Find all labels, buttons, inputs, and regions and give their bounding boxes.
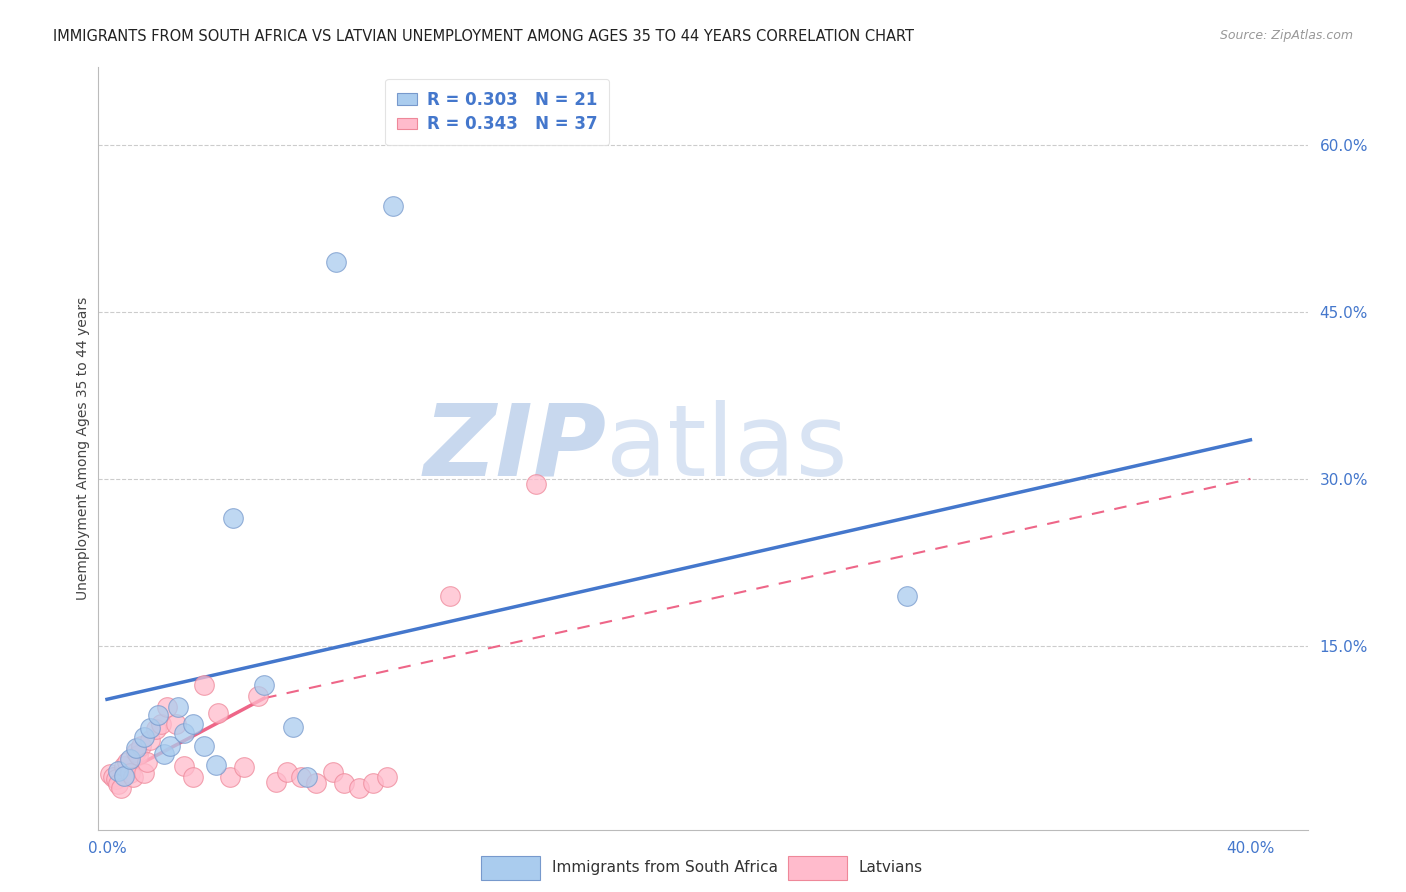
- Point: [173, 759, 195, 773]
- FancyBboxPatch shape: [481, 856, 540, 880]
- Point: [118, 765, 141, 780]
- Point: [104, 772, 127, 787]
- Point: [281, 720, 304, 734]
- Point: [134, 730, 156, 744]
- Point: [264, 774, 287, 789]
- Point: [439, 589, 461, 603]
- Point: [156, 700, 179, 714]
- Point: [375, 770, 398, 784]
- Text: Latvians: Latvians: [859, 861, 922, 875]
- Point: [167, 700, 190, 714]
- Point: [305, 776, 328, 790]
- Point: [290, 770, 312, 784]
- Point: [139, 733, 162, 747]
- Point: [347, 781, 370, 796]
- Point: [181, 770, 204, 784]
- Point: [115, 755, 138, 769]
- Point: [381, 199, 404, 213]
- Point: [101, 770, 124, 784]
- Point: [173, 725, 195, 739]
- Point: [165, 716, 187, 731]
- Legend: R = 0.303   N = 21, R = 0.343   N = 37: R = 0.303 N = 21, R = 0.343 N = 37: [385, 79, 609, 145]
- Point: [181, 716, 204, 731]
- Point: [118, 752, 141, 766]
- Point: [145, 723, 167, 737]
- Point: [129, 739, 152, 753]
- Point: [107, 777, 129, 791]
- Point: [276, 764, 298, 779]
- Y-axis label: Unemployment Among Ages 35 to 44 years: Unemployment Among Ages 35 to 44 years: [76, 297, 90, 599]
- Point: [153, 747, 176, 761]
- Text: Source: ZipAtlas.com: Source: ZipAtlas.com: [1219, 29, 1353, 42]
- Point: [204, 758, 226, 772]
- Point: [219, 770, 242, 784]
- Point: [222, 511, 245, 525]
- Point: [295, 770, 318, 784]
- Point: [127, 747, 149, 762]
- Text: Immigrants from South Africa: Immigrants from South Africa: [551, 861, 778, 875]
- Point: [112, 759, 135, 773]
- Point: [322, 764, 344, 779]
- Point: [193, 739, 215, 753]
- Point: [325, 254, 347, 268]
- Point: [150, 716, 173, 731]
- Point: [159, 739, 181, 753]
- Point: [193, 678, 215, 692]
- Point: [107, 764, 129, 778]
- Point: [253, 678, 276, 692]
- Point: [148, 707, 170, 722]
- FancyBboxPatch shape: [787, 856, 846, 880]
- Point: [233, 760, 256, 774]
- Point: [333, 776, 356, 790]
- Text: atlas: atlas: [606, 400, 848, 497]
- Point: [134, 765, 156, 780]
- Point: [124, 745, 146, 759]
- Point: [247, 689, 270, 703]
- Point: [110, 781, 132, 796]
- Text: ZIP: ZIP: [423, 400, 606, 497]
- Point: [896, 589, 918, 603]
- Point: [361, 776, 384, 790]
- Point: [98, 767, 121, 781]
- Text: IMMIGRANTS FROM SOUTH AFRICA VS LATVIAN UNEMPLOYMENT AMONG AGES 35 TO 44 YEARS C: IMMIGRANTS FROM SOUTH AFRICA VS LATVIAN …: [53, 29, 914, 44]
- Point: [121, 770, 143, 784]
- Point: [112, 769, 135, 783]
- Point: [524, 477, 547, 491]
- Point: [124, 741, 146, 756]
- Point: [136, 755, 159, 769]
- Point: [139, 721, 162, 735]
- Point: [207, 706, 229, 720]
